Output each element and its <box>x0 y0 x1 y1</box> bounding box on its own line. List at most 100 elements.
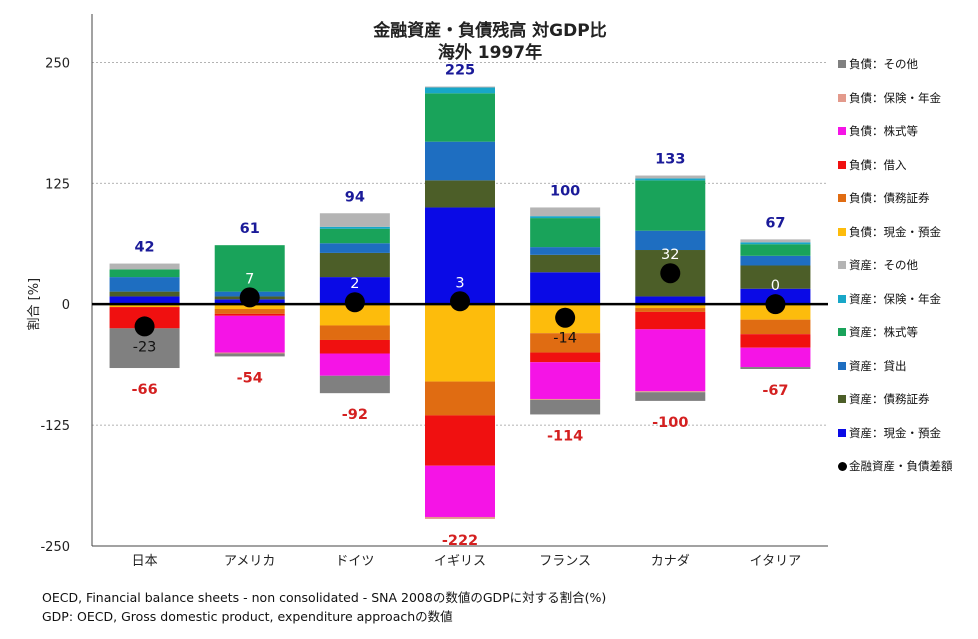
liability-total-label: -67 <box>762 383 788 399</box>
bar-segment <box>425 87 495 94</box>
legend-swatch <box>838 227 846 236</box>
bar-segment <box>425 381 495 416</box>
legend-item: 負債：現金・預金 <box>838 224 941 240</box>
liability-total-label: -54 <box>237 370 263 386</box>
bar-segment <box>319 213 390 227</box>
legend-label: 資産：保険・年金 <box>849 291 941 306</box>
bar-segment <box>530 398 601 400</box>
net-label: 3 <box>455 275 464 291</box>
bar-segment <box>425 93 495 142</box>
bar-segment <box>635 329 706 392</box>
bar-segment <box>425 465 495 517</box>
bar-segment <box>425 415 495 466</box>
legend-swatch <box>838 160 846 169</box>
x-tick-label: 日本 <box>132 554 158 569</box>
y-tick-label: -250 <box>40 540 70 555</box>
net-dot <box>765 294 786 315</box>
bar-segment <box>740 255 811 266</box>
source-note-2: GDP: OECD, Gross domestic product, expen… <box>42 609 453 624</box>
legend-label: 負債：保険・年金 <box>849 90 941 105</box>
asset-total-label: 67 <box>765 215 785 231</box>
legend-swatch <box>838 428 846 437</box>
bar-segment <box>740 239 811 243</box>
legend-swatch <box>838 60 846 68</box>
y-tick-label: 125 <box>45 177 70 192</box>
legend-swatch <box>838 194 846 202</box>
legend-label: 負債：現金・預金 <box>849 224 941 239</box>
y-tick-label: -125 <box>40 419 70 434</box>
legend-item: 金融資産・負債差額 <box>838 458 953 474</box>
legend-swatch <box>838 93 846 102</box>
y-axis-title: 割合 [%] <box>26 278 42 331</box>
legend-item: 資産：債務証券 <box>838 391 930 407</box>
legend-label: 負債：債務証券 <box>849 191 930 205</box>
bar-segment <box>530 247 601 255</box>
legend-label: 資産：その他 <box>849 258 918 272</box>
bar-segment <box>319 226 390 229</box>
net-label: -23 <box>133 339 157 355</box>
asset-total-label: 42 <box>134 240 154 256</box>
legend-item: 負債：借入 <box>838 157 907 173</box>
bar-segment <box>635 180 706 231</box>
legend-swatch <box>838 395 846 403</box>
bar-segment <box>740 334 811 348</box>
source-note-1: OECD, Financial balance sheets - non con… <box>42 590 607 605</box>
bar-segment <box>425 141 495 181</box>
bar-segment <box>319 252 390 278</box>
net-dot <box>239 287 260 308</box>
legend-item: 資産：その他 <box>838 257 918 273</box>
bar-segment <box>635 392 706 401</box>
bar-segment <box>740 347 811 368</box>
asset-total-label: 133 <box>655 152 685 168</box>
bar-segment <box>530 362 601 399</box>
bar-segment <box>425 516 495 519</box>
chart-subtitle: 海外 1997年 <box>437 43 543 63</box>
bar-segment <box>319 243 390 253</box>
legend-item: 資産：株式等 <box>838 324 918 340</box>
bar-segment <box>319 325 390 340</box>
legend-swatch <box>838 127 846 135</box>
liability-total-label: -66 <box>131 382 157 398</box>
bar-segment <box>109 304 180 308</box>
y-tick-label: 250 <box>45 56 70 71</box>
legend-item: 資産：保険・年金 <box>838 291 941 307</box>
net-label: -14 <box>553 331 577 347</box>
bar-segment <box>530 216 601 219</box>
bar-segment <box>635 304 706 309</box>
net-dot <box>134 316 155 337</box>
bar-segment <box>635 178 706 181</box>
chart-title: 金融資産・負債残高 対GDP比 <box>373 21 607 41</box>
x-tick-label: ドイツ <box>335 554 374 569</box>
x-tick-label: アメリカ <box>224 554 275 569</box>
legend-item: 負債：債務証券 <box>838 190 930 206</box>
legend-item: 負債：株式等 <box>838 123 918 139</box>
legend-label: 資産：現金・預金 <box>849 425 941 440</box>
legend-item: 負債：その他 <box>838 56 918 72</box>
bar-segment <box>425 304 495 382</box>
net-dot <box>450 291 470 312</box>
bar-segment <box>530 218 601 248</box>
bar-segment <box>740 265 811 289</box>
liability-total-label: -92 <box>342 407 368 423</box>
legend-label: 負債：借入 <box>849 157 907 172</box>
legend-label: 負債：株式等 <box>849 124 918 138</box>
legend-item: 資産：現金・預金 <box>838 425 941 441</box>
legend-label: 資産：株式等 <box>849 325 918 339</box>
bar-segment <box>635 391 706 393</box>
asset-total-label: 61 <box>240 221 260 237</box>
bar-segment <box>214 353 285 357</box>
bar-segment <box>530 254 601 273</box>
y-tick-label: 0 <box>62 298 70 313</box>
x-tick-label: イギリス <box>434 554 486 569</box>
asset-total-label: 94 <box>345 189 365 205</box>
bar-segment <box>109 296 180 305</box>
net-label: 32 <box>661 247 679 263</box>
net-dot <box>344 292 365 313</box>
bar-segment <box>530 207 601 217</box>
legend-label: 金融資産・負債差額 <box>849 459 953 473</box>
bar-segment <box>635 311 706 330</box>
legend-swatch <box>838 261 846 269</box>
bar-segment <box>635 230 706 251</box>
bar-segment <box>635 296 706 305</box>
